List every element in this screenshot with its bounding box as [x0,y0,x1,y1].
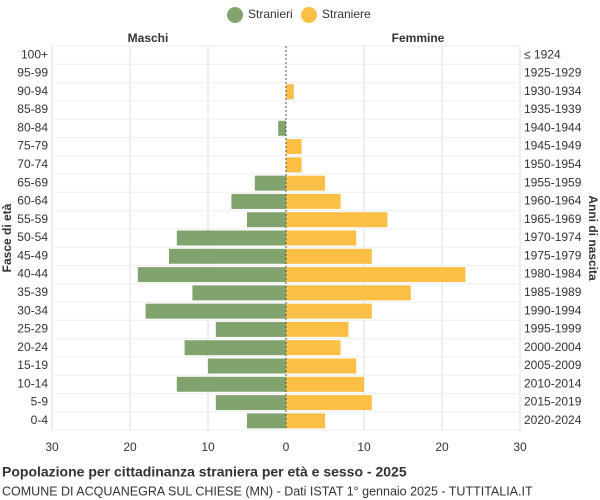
y-tick-label: 30-34 [17,303,48,317]
bar [184,340,286,356]
y2-tick-label: 1925-1929 [524,66,582,80]
bar [247,212,286,228]
legend-swatch [301,7,317,23]
y-tick-label: 40-44 [17,267,48,281]
y2-tick-label: 1965-1969 [524,212,582,226]
y-tick-label: 55-59 [17,212,48,226]
y2-tick-label: 1970-1974 [524,230,582,244]
y-tick-label: 60-64 [17,194,48,208]
bar [169,248,286,264]
y-axis-title: Fasce di età [0,203,14,272]
legend-label: Straniere [322,7,371,21]
y-tick-label: 90-94 [17,84,48,98]
bar [286,193,341,209]
y-tick-label: 35-39 [17,285,48,299]
y-tick-label: 20-24 [17,340,48,354]
bar [286,321,349,337]
x-tick-label: 30 [513,440,527,454]
y2-tick-label: 1940-1944 [524,120,582,134]
y2-tick-label: 1930-1934 [524,84,582,98]
y-tick-label: 70-74 [17,157,48,171]
y2-tick-label: 1975-1979 [524,248,582,262]
x-tick-label: 10 [201,440,215,454]
y2-tick-label: 2020-2024 [524,413,582,427]
y-tick-label: 5-9 [31,395,49,409]
y2-tick-label: 1980-1984 [524,267,582,281]
bar [247,413,286,429]
bar [286,212,388,228]
x-tick-label: 20 [435,440,449,454]
bar [192,285,286,301]
bar [286,175,325,191]
y-tick-label: 50-54 [17,230,48,244]
x-tick-label: 20 [123,440,137,454]
bar [278,120,286,136]
bar [286,84,294,100]
y-tick-label: 45-49 [17,248,48,262]
y2-tick-label: 2010-2014 [524,376,582,390]
y2-tick-label: 1950-1954 [524,157,582,171]
x-tick-label: 10 [357,440,371,454]
bar [286,157,302,173]
y-tick-label: 25-29 [17,322,48,336]
y2-tick-label: 1985-1989 [524,285,582,299]
bar [286,139,302,155]
y2-tick-label: 2005-2009 [524,358,582,372]
y2-tick-label: 2000-2004 [524,340,582,354]
y2-tick-label: ≤ 1924 [524,47,561,61]
y-tick-label: 95-99 [17,66,48,80]
bar [286,413,325,429]
y-tick-label: 85-89 [17,102,48,116]
bar [145,303,286,319]
bar [286,358,357,374]
bar [286,267,466,283]
y-tick-label: 10-14 [17,376,48,390]
bar [215,321,286,337]
bar [176,230,286,246]
bar [286,303,372,319]
chart-title: Popolazione per cittadinanza straniera p… [2,464,407,480]
bar [215,395,286,411]
y2-tick-label: 1935-1939 [524,102,582,116]
y-tick-label: 0-4 [31,413,49,427]
y-tick-label: 15-19 [17,358,48,372]
y2-tick-label: 2015-2019 [524,395,582,409]
y2-tick-label: 1955-1959 [524,175,582,189]
x-tick-label: 30 [45,440,59,454]
y2-tick-label: 1995-1999 [524,322,582,336]
y2-axis-title: Anni di nascita [586,195,600,281]
y2-tick-label: 1945-1949 [524,139,582,153]
y-tick-label: 75-79 [17,139,48,153]
legend-swatch [227,7,243,23]
bar [254,175,286,191]
bar [176,376,286,392]
bar [231,193,286,209]
left-label: Maschi [128,31,169,45]
bar [286,230,357,246]
bar [286,376,364,392]
y2-tick-label: 1990-1994 [524,303,582,317]
right-label: Femmine [392,31,445,45]
x-tick-label: 0 [283,440,290,454]
bar [137,267,286,283]
bar [208,358,286,374]
y-tick-label: 100+ [21,47,48,61]
bar [286,340,341,356]
y-tick-label: 80-84 [17,120,48,134]
bar [286,395,372,411]
chart-subtitle: COMUNE DI ACQUANEGRA SUL CHIESE (MN) - D… [2,484,533,498]
y2-tick-label: 1960-1964 [524,194,582,208]
legend-label: Stranieri [248,7,293,21]
bar [286,248,372,264]
y-tick-label: 65-69 [17,175,48,189]
bar [286,285,411,301]
